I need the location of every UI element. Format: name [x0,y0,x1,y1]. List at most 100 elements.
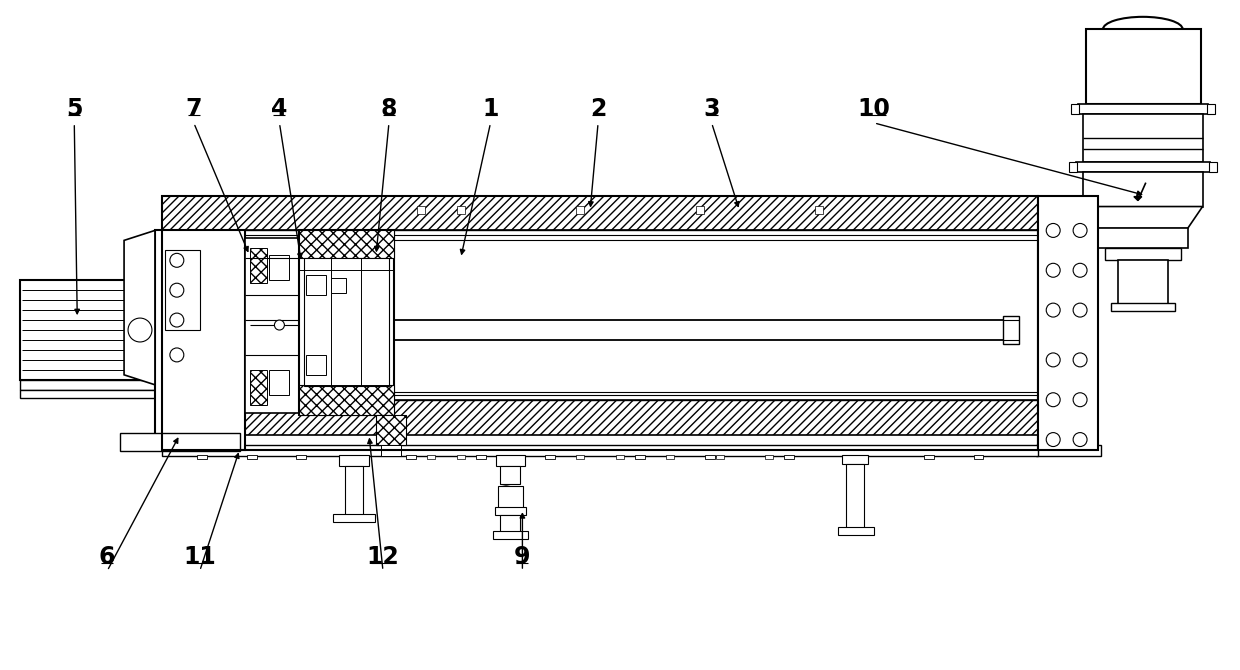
Text: 9: 9 [515,545,531,569]
Bar [496,454,526,466]
Bar [495,507,527,515]
Bar [765,454,774,460]
Bar [815,206,823,214]
Circle shape [1047,263,1060,277]
Bar [1086,29,1200,104]
Bar [973,454,983,460]
Circle shape [1073,224,1087,237]
Bar [492,531,528,539]
Bar [249,370,268,405]
Bar [476,454,486,460]
Bar [704,454,714,460]
Circle shape [1047,303,1060,317]
Bar [1083,114,1203,161]
Circle shape [170,253,184,267]
Bar [299,385,394,415]
Bar [577,206,584,214]
Bar [299,230,394,415]
Text: 8: 8 [381,97,397,121]
Bar [577,454,584,460]
Bar [456,454,465,460]
Text: 7: 7 [186,97,202,121]
Bar [381,444,401,456]
Bar [269,370,289,395]
Text: 2: 2 [590,97,606,121]
Text: 11: 11 [184,545,216,569]
Polygon shape [124,230,155,385]
Text: 3: 3 [703,97,720,121]
Bar [334,515,374,522]
Bar [1069,161,1078,172]
Bar [1105,249,1180,261]
Bar [197,454,207,460]
Text: 4: 4 [272,97,288,121]
Bar [501,515,521,533]
Text: 6: 6 [99,545,115,569]
Text: 12: 12 [367,545,399,569]
Bar [155,315,165,343]
Bar [331,278,346,293]
Bar [924,454,934,460]
Bar [162,196,1038,450]
Circle shape [1073,393,1087,407]
Bar [1078,104,1208,114]
Circle shape [1047,433,1060,446]
Bar [296,454,306,460]
Bar [1083,172,1203,206]
Bar [1111,303,1174,311]
Circle shape [170,313,184,327]
Bar [120,433,239,450]
Bar [1071,104,1079,114]
Bar [785,454,795,460]
Bar [696,206,703,214]
Text: 1: 1 [482,97,498,121]
Bar [162,196,1038,230]
Bar [1209,161,1216,172]
Bar [162,444,1038,456]
Circle shape [170,283,184,297]
Circle shape [1073,353,1087,367]
Bar [838,527,874,535]
Bar [842,454,868,464]
Circle shape [1073,433,1087,446]
Bar [417,206,425,214]
Polygon shape [1133,196,1142,200]
Circle shape [1073,263,1087,277]
Text: 5: 5 [66,97,83,121]
Bar [715,454,724,460]
Bar [21,390,160,398]
Bar [1207,104,1214,114]
Circle shape [170,348,184,362]
Bar [1003,316,1019,344]
Bar [249,249,268,283]
Bar [162,400,1038,435]
Bar [1038,196,1097,450]
Bar [635,454,645,460]
Circle shape [1047,224,1060,237]
Bar [269,255,289,280]
Bar [21,280,155,380]
Bar [616,454,624,460]
Bar [299,230,394,259]
Circle shape [1047,353,1060,367]
Bar [244,239,299,413]
Bar [345,466,363,517]
Bar [304,259,389,386]
Bar [1118,261,1168,305]
Bar [306,275,326,295]
Circle shape [1073,303,1087,317]
Bar [340,454,370,466]
Bar [846,464,864,529]
Circle shape [1047,393,1060,407]
Bar [306,355,326,375]
Text: 10: 10 [858,97,890,121]
Bar [854,454,864,460]
Bar [165,251,200,330]
Bar [546,454,556,460]
Circle shape [128,318,153,342]
Bar [427,454,435,460]
Bar [376,415,405,444]
Bar [501,466,521,484]
Bar [666,454,673,460]
Bar [405,454,415,460]
